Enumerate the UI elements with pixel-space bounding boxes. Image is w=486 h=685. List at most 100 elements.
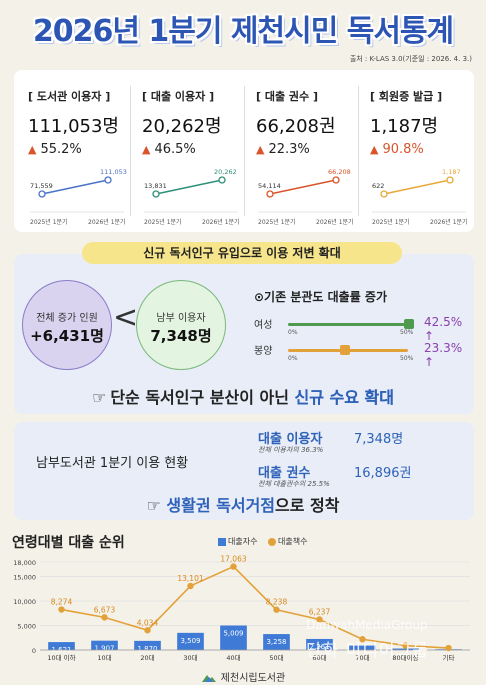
rate-percent: 42.5% ↑ <box>424 315 463 343</box>
stat-label: [ 회원증 발급 ] <box>370 90 443 103</box>
stat-value: 20,262명 <box>142 116 222 137</box>
footer-text: 제천시립도서관 <box>220 673 286 684</box>
stat-trend-chart: 54,114 66,208 <box>258 168 352 213</box>
stat-label: [ 도서관 이용자 ] <box>28 90 111 103</box>
trend-label-from: 71,559 <box>30 182 53 190</box>
footer: 제천시립도서관 <box>0 669 486 684</box>
rate-track <box>288 323 408 326</box>
chart-legend: 대출자수 대출책수 <box>218 536 307 547</box>
trend-label-to: 66,208 <box>328 168 351 176</box>
stat-loan-books: [ 대출 권수 ] 66,208권 ▲ 22.3% 54,114 66,208 20… <box>256 70 354 232</box>
circle-label: 남부 이용자 <box>156 313 206 324</box>
loan-books-line <box>61 565 449 649</box>
stat-value: 111,053명 <box>28 116 119 137</box>
circle-value: 7,348명 <box>150 327 212 345</box>
stat-library-users: [ 도서관 이용자 ] 111,053명 ▲ 55.2% 71,559 111,05… <box>28 70 127 232</box>
loan-books-point <box>316 616 323 623</box>
rate-fifty: 50% <box>400 329 414 336</box>
trend-point-from <box>38 190 46 198</box>
y-tick-label: 0 <box>32 647 36 655</box>
rate-row-bongyang: 봉양 0% 50% 23.3% ↑ <box>254 341 474 369</box>
stat-label: [ 대출 권수 ] <box>256 90 319 103</box>
rate-marker <box>340 345 350 355</box>
trend-point-from <box>266 190 274 198</box>
watermark: DanwahMediaGroup <box>306 618 428 632</box>
bar-loan-users <box>220 625 247 650</box>
x-tick-label: 20대 <box>140 654 154 662</box>
bar-value-label: 3,509 <box>180 637 200 645</box>
stat-value: 1,187명 <box>370 116 439 137</box>
bar-value-label: 1,870 <box>137 645 157 653</box>
south-stat-key: 대출 이용자 <box>258 432 323 447</box>
line-value-label: 17,063 <box>220 555 246 564</box>
x-tick-label: 10대 <box>97 654 111 662</box>
divider <box>358 86 359 216</box>
south-library-title: 남부도서관 1분기 이용 현황 <box>36 456 189 471</box>
stat-trend-chart: 13,831 20,262 <box>144 168 238 213</box>
legend-bar-swatch <box>218 537 226 546</box>
loan-books-point <box>359 636 366 643</box>
trend-line <box>41 179 109 195</box>
chart-title: 연령대별 대출 순위 <box>12 535 125 551</box>
axis-label-from: 2025년 1분기 <box>144 219 182 226</box>
rate-row-name: 여성 <box>254 320 273 331</box>
axis-label-to: 2026년 1분기 <box>316 219 354 226</box>
axis-label-to: 2026년 1분기 <box>88 219 126 226</box>
loan-books-point <box>58 606 65 613</box>
trend-point-to <box>332 176 340 184</box>
growth-headline: ☞ 단순 독서인구 분산이 아닌 신규 수요 확대 <box>91 388 394 407</box>
south-headline: ☞ 생활권 독서거점으로 정착 <box>146 496 340 515</box>
south-users-circle: 남부 이용자 7,348명 <box>136 280 226 370</box>
divider <box>244 86 245 216</box>
page-title: 2026년 1분기 제천시민 독서통계 <box>32 14 454 49</box>
bar-loan-users <box>91 640 118 650</box>
stat-trend-chart: 622 1,187 <box>372 168 466 213</box>
y-tick-label: 18,000 <box>13 559 36 567</box>
trend-label-to: 111,053 <box>100 168 127 176</box>
y-tick-label: 15,000 <box>13 574 36 582</box>
axis-label-from: 2025년 1분기 <box>372 219 410 226</box>
divider <box>130 86 131 216</box>
total-increase-circle: 전체 증가 인원 +6,431명 <box>22 280 112 370</box>
axis-label-to: 2026년 1분기 <box>430 219 468 226</box>
trend-label-from: 622 <box>372 182 384 190</box>
x-tick-label: 40대 <box>226 654 240 662</box>
south-library-panel <box>14 422 474 520</box>
trend-line <box>269 179 337 195</box>
south-stat-loan-users: 대출 이용자 7,348명 전체 이용자의 36.3% <box>258 428 458 458</box>
line-value-label: 4,034 <box>137 618 159 627</box>
stat-change: ▲ 90.8% <box>370 142 424 157</box>
legend-line-label: 대출책수 <box>278 537 308 546</box>
less-than-symbol: < <box>113 300 139 335</box>
bar-loan-users <box>349 645 376 650</box>
south-stat-sub: 전체 대출권수의 25.5% <box>258 480 330 488</box>
x-tick-label: 기타 <box>443 653 455 662</box>
rate-title: ⊙기존 분관도 대출률 증가 <box>254 290 387 304</box>
line-value-label: 8,274 <box>51 598 73 607</box>
bar-loan-users <box>306 638 333 650</box>
bar-loan-users <box>177 632 204 650</box>
section-banner: 신규 독서인구 유입으로 이용 저변 확대 <box>82 242 402 264</box>
pointing-hand-icon: ☞ <box>91 388 107 407</box>
up-triangle-icon: ▲ <box>142 143 151 156</box>
loan-books-point <box>402 642 409 649</box>
source-note: 출처 : K-LAS 3.0(기준일 : 2026. 4. 3.) <box>349 55 472 63</box>
bar-loan-users <box>48 642 75 650</box>
south-stat-value: 7,348명 <box>354 432 404 447</box>
x-tick-label: 60대 <box>312 654 326 662</box>
bar-loan-users <box>392 648 419 650</box>
trend-label-from: 54,114 <box>258 182 281 190</box>
x-tick-label: 10대 이하 <box>47 653 75 662</box>
circle-value: +6,431명 <box>30 327 104 345</box>
loan-books-point <box>273 606 280 613</box>
rate-zero: 0% <box>288 355 298 362</box>
x-tick-label: 70대 <box>355 654 369 662</box>
trend-line <box>155 179 223 195</box>
x-tick-label: 30대 <box>183 654 197 662</box>
bar-value-label: 2,261 <box>309 643 329 651</box>
trend-point-from <box>380 190 388 198</box>
y-tick-label: 5,000 <box>17 623 36 631</box>
y-tick-label: 10,000 <box>13 598 36 606</box>
line-value-label: 8,238 <box>266 598 288 607</box>
